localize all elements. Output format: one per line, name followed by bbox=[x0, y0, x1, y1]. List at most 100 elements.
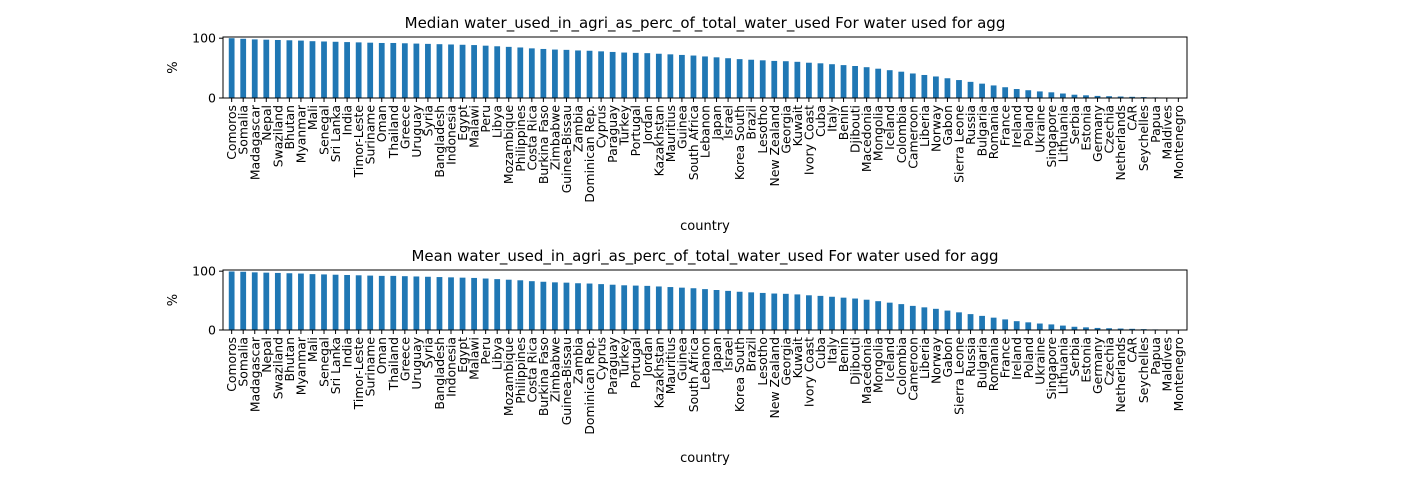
bar bbox=[378, 42, 385, 98]
x-tick-label: Mali bbox=[305, 105, 320, 130]
x-tick-label: Colombia bbox=[894, 105, 909, 163]
x-tick-label: Israel bbox=[721, 105, 736, 139]
x-tick-label: Nepal bbox=[259, 337, 274, 373]
bar bbox=[933, 76, 939, 98]
median-chart: Median water_used_in_agri_as_perc_of_tot… bbox=[166, 14, 1188, 234]
bar bbox=[274, 272, 281, 330]
bar bbox=[771, 60, 778, 98]
bar bbox=[725, 290, 731, 330]
x-tick-label: Poland bbox=[1021, 337, 1036, 378]
x-tick-label: Singapore bbox=[1044, 105, 1059, 168]
x-tick-label: Guinea-Bissau bbox=[559, 337, 574, 425]
bar bbox=[286, 40, 293, 98]
bar bbox=[806, 62, 812, 98]
bar bbox=[390, 275, 397, 330]
bar bbox=[586, 50, 593, 98]
bar bbox=[540, 281, 547, 330]
x-tick-label: Oman bbox=[374, 105, 389, 142]
x-tick-label: Czechia bbox=[1102, 337, 1117, 385]
plot-frame bbox=[222, 36, 1188, 99]
x-tick-label: Portugal bbox=[628, 105, 643, 156]
bar bbox=[482, 45, 489, 98]
bar bbox=[655, 53, 662, 98]
x-tick-label: Mali bbox=[305, 337, 320, 362]
bar bbox=[1129, 328, 1136, 330]
x-tick-label: Netherlands bbox=[1113, 337, 1128, 413]
x-tick-label: Indonesia bbox=[444, 337, 459, 397]
bar bbox=[298, 40, 304, 98]
x-tick-label: Myanmar bbox=[293, 104, 308, 163]
bar bbox=[840, 65, 847, 98]
x-tick-label: Ivory Coast bbox=[801, 105, 816, 175]
bar bbox=[598, 51, 604, 98]
x-tick-label: Seychelles bbox=[1136, 337, 1151, 403]
bar bbox=[713, 57, 720, 98]
plot-frame bbox=[222, 269, 1188, 331]
bar bbox=[505, 279, 512, 330]
bar bbox=[563, 282, 570, 330]
x-tick-label: Russia bbox=[963, 337, 978, 377]
bar bbox=[956, 80, 962, 98]
x-tick-label: Sri Lanka bbox=[328, 105, 343, 162]
bar bbox=[667, 287, 674, 330]
bar bbox=[598, 284, 604, 330]
x-tick-label: Kuwait bbox=[790, 337, 805, 379]
x-tick-label: Benin bbox=[836, 105, 851, 140]
bar bbox=[286, 273, 293, 330]
x-tick-label: Guinea-Bissau bbox=[559, 105, 574, 193]
x-tick-label: Timor-Leste bbox=[351, 337, 366, 410]
bar bbox=[1071, 94, 1078, 98]
x-tick-label: Jordan bbox=[640, 105, 655, 145]
bar bbox=[621, 285, 628, 330]
bar bbox=[679, 54, 685, 98]
bar bbox=[390, 42, 397, 98]
x-tick-label: Cyprus bbox=[594, 105, 609, 148]
x-tick-label: Ireland bbox=[1009, 105, 1024, 148]
x-tick-label: Russia bbox=[963, 105, 978, 145]
bar bbox=[944, 78, 951, 98]
x-tick-label: Senegal bbox=[317, 337, 332, 387]
bar bbox=[921, 307, 928, 330]
x-tick-label: Papua bbox=[1148, 105, 1163, 143]
x-tick-label: Lesotho bbox=[755, 337, 770, 386]
bar bbox=[309, 274, 316, 330]
y-axis-label: % bbox=[166, 294, 181, 306]
bar bbox=[355, 275, 362, 330]
x-tick-label: Italy bbox=[824, 105, 839, 132]
bar bbox=[309, 41, 316, 98]
bar bbox=[667, 54, 674, 98]
x-tick-label: Costa Rica bbox=[524, 105, 539, 171]
x-tick-label: Bangladesh bbox=[432, 105, 447, 178]
bar bbox=[1071, 326, 1078, 330]
y-tick-label: 100 bbox=[192, 31, 216, 46]
bar bbox=[494, 279, 501, 330]
x-tick-label: Paraguay bbox=[605, 337, 620, 395]
x-tick-label: Gabon bbox=[940, 337, 955, 378]
x-tick-label: Comoros bbox=[224, 337, 239, 392]
bar bbox=[436, 44, 443, 98]
x-tick-label: Peru bbox=[478, 337, 493, 365]
x-tick-label: Bhutan bbox=[282, 337, 297, 382]
bar bbox=[1060, 325, 1066, 330]
bar bbox=[1025, 90, 1032, 98]
x-tick-label: Mozambique bbox=[501, 105, 516, 184]
x-tick-label: Maldives bbox=[1159, 105, 1174, 159]
x-tick-label: Serbia bbox=[1067, 337, 1082, 376]
x-tick-label: Lithuania bbox=[1055, 337, 1070, 394]
bar bbox=[448, 277, 454, 330]
bar bbox=[1129, 96, 1136, 98]
bar bbox=[944, 310, 951, 330]
bar bbox=[679, 287, 685, 330]
bar bbox=[725, 58, 731, 98]
x-tick-label: Korea South bbox=[732, 337, 747, 412]
mean-chart: Mean water_used_in_agri_as_perc_of_total… bbox=[166, 247, 1188, 466]
x-tick-label: Costa Rica bbox=[524, 337, 539, 403]
bar bbox=[852, 66, 858, 98]
bar bbox=[829, 296, 835, 330]
bar bbox=[759, 60, 766, 98]
bar bbox=[1036, 91, 1043, 98]
bar bbox=[1013, 321, 1020, 330]
y-tick-label: 0 bbox=[208, 323, 216, 338]
x-tick-label: Benin bbox=[836, 337, 851, 372]
